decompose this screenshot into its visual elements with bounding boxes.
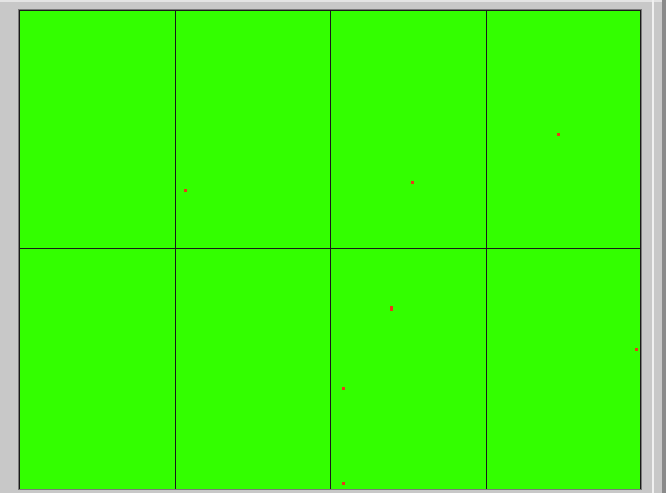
item [635,348,638,351]
item [411,181,414,184]
item [390,306,393,311]
frame-highlight [0,0,666,2]
frame-edge-light [652,0,654,493]
field-grid [19,10,641,489]
item [342,387,345,390]
items [184,133,638,485]
item [342,482,345,485]
item [557,133,560,136]
frame-edge-dark [662,0,666,493]
item [184,189,187,192]
